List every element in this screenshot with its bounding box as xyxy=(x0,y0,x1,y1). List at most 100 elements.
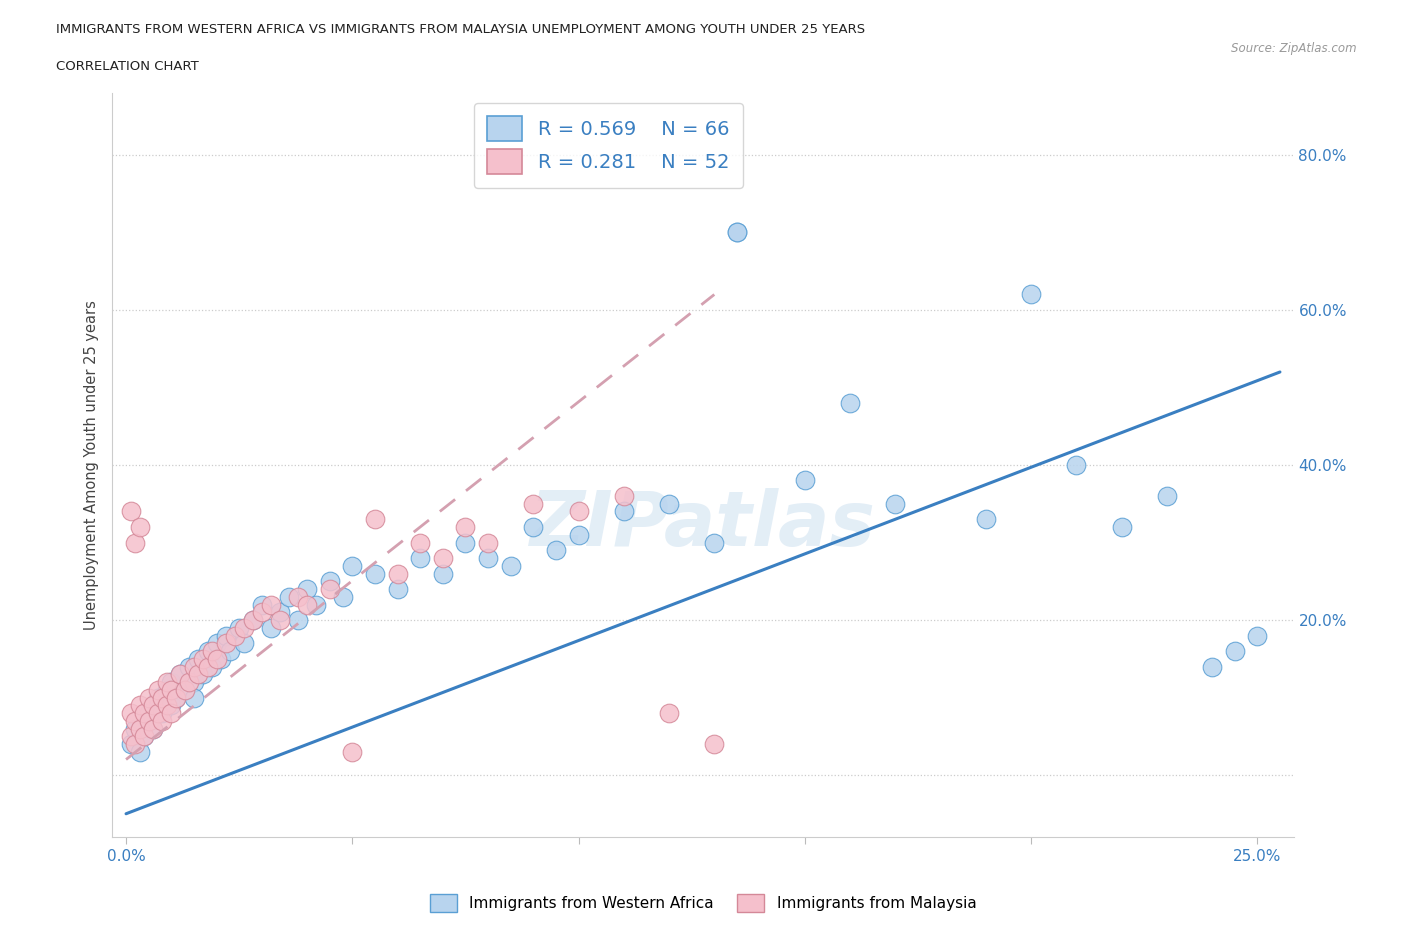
Point xyxy=(120,706,142,721)
Point xyxy=(839,395,862,410)
Point xyxy=(187,667,209,682)
Text: ZIPatlas: ZIPatlas xyxy=(530,487,876,562)
Point xyxy=(364,512,387,526)
Point xyxy=(146,698,169,712)
Point xyxy=(201,659,224,674)
Point xyxy=(169,667,191,682)
Point xyxy=(120,504,142,519)
Point xyxy=(432,551,454,565)
Point xyxy=(128,744,150,759)
Point xyxy=(150,706,173,721)
Point xyxy=(278,590,301,604)
Point xyxy=(173,683,195,698)
Point xyxy=(191,667,214,682)
Point xyxy=(658,497,681,512)
Point xyxy=(183,659,205,674)
Point xyxy=(173,683,195,698)
Point xyxy=(522,520,544,535)
Point xyxy=(160,706,183,721)
Point xyxy=(179,659,201,674)
Point xyxy=(214,636,236,651)
Point xyxy=(134,729,156,744)
Point xyxy=(567,527,589,542)
Point xyxy=(146,683,169,698)
Point xyxy=(142,721,165,736)
Point xyxy=(477,551,499,565)
Point xyxy=(318,581,340,596)
Point xyxy=(409,551,432,565)
Point xyxy=(160,683,183,698)
Point xyxy=(156,674,179,689)
Point xyxy=(134,706,156,721)
Point xyxy=(156,683,179,698)
Point xyxy=(160,698,183,712)
Point xyxy=(793,473,815,488)
Point xyxy=(142,698,165,712)
Point xyxy=(228,620,250,635)
Point xyxy=(295,597,318,612)
Point xyxy=(613,488,636,503)
Point xyxy=(142,721,165,736)
Point xyxy=(124,721,146,736)
Point xyxy=(342,744,364,759)
Point xyxy=(305,597,328,612)
Point xyxy=(120,737,142,751)
Point xyxy=(128,698,150,712)
Point xyxy=(138,713,160,728)
Point xyxy=(128,721,150,736)
Point xyxy=(974,512,997,526)
Point xyxy=(1156,488,1178,503)
Point xyxy=(477,535,499,550)
Point xyxy=(613,504,636,519)
Point xyxy=(387,581,409,596)
Point xyxy=(197,644,219,658)
Point xyxy=(522,497,544,512)
Point xyxy=(287,613,309,628)
Point xyxy=(232,620,254,635)
Point xyxy=(201,644,224,658)
Point xyxy=(703,535,725,550)
Point xyxy=(124,713,146,728)
Point xyxy=(150,713,173,728)
Point xyxy=(209,651,232,666)
Point xyxy=(179,674,201,689)
Point xyxy=(183,674,205,689)
Point xyxy=(128,520,150,535)
Point xyxy=(242,613,264,628)
Y-axis label: Unemployment Among Youth under 25 years: Unemployment Among Youth under 25 years xyxy=(84,300,100,630)
Point xyxy=(364,566,387,581)
Point xyxy=(124,535,146,550)
Point xyxy=(725,225,748,240)
Point xyxy=(1246,628,1268,643)
Point xyxy=(499,558,522,573)
Point xyxy=(150,690,173,705)
Point xyxy=(187,651,209,666)
Point xyxy=(165,690,187,705)
Point xyxy=(725,225,748,240)
Point xyxy=(183,690,205,705)
Point xyxy=(224,628,246,643)
Point xyxy=(169,667,191,682)
Point xyxy=(409,535,432,550)
Point xyxy=(269,604,291,619)
Point xyxy=(295,581,318,596)
Point xyxy=(318,574,340,589)
Point xyxy=(1223,644,1246,658)
Point xyxy=(191,651,214,666)
Point xyxy=(260,620,283,635)
Point xyxy=(197,659,219,674)
Point xyxy=(214,628,236,643)
Point xyxy=(332,590,354,604)
Point xyxy=(703,737,725,751)
Point xyxy=(138,690,160,705)
Point xyxy=(250,604,273,619)
Point xyxy=(260,597,283,612)
Point xyxy=(544,543,567,558)
Point xyxy=(205,636,228,651)
Point xyxy=(124,737,146,751)
Point xyxy=(387,566,409,581)
Point xyxy=(138,706,160,721)
Point xyxy=(146,706,169,721)
Point xyxy=(269,613,291,628)
Point xyxy=(287,590,309,604)
